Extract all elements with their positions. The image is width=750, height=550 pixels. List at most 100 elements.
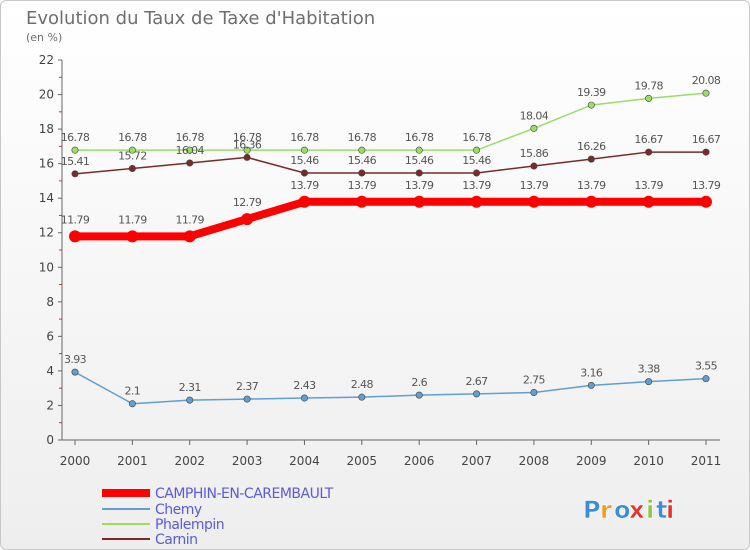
data-point-camphin-en-carembault (355, 195, 368, 208)
x-tick-label: 2003 (232, 454, 263, 468)
data-point-chemy (587, 381, 595, 389)
legend-label: Chemy (155, 502, 202, 518)
data-point-chemy (71, 368, 79, 376)
data-point-chemy (702, 375, 710, 383)
data-label-phalempin: 20.08 (692, 74, 721, 87)
data-point-camphin-en-carembault (527, 195, 540, 208)
data-label-camphin-en-carembault: 11.79 (118, 213, 147, 226)
data-point-phalempin (530, 124, 538, 132)
data-label-chemy: 2.37 (236, 380, 259, 393)
data-point-camphin-en-carembault (470, 195, 483, 208)
data-point-phalempin (645, 94, 653, 102)
data-label-carnin: 15.46 (405, 154, 434, 167)
logo-letter: i (646, 496, 654, 524)
data-label-carnin: 15.46 (462, 154, 491, 167)
x-tick-label: 2000 (60, 454, 91, 468)
x-tick-label: 2005 (347, 454, 378, 468)
data-point-carnin (530, 162, 538, 170)
data-label-camphin-en-carembault: 11.79 (175, 213, 204, 226)
x-tick-label: 2001 (117, 454, 148, 468)
data-point-phalempin (358, 146, 366, 154)
x-tick-label: 2006 (404, 454, 435, 468)
data-point-chemy (128, 400, 136, 408)
data-label-chemy: 2.43 (293, 379, 316, 392)
data-label-camphin-en-carembault: 13.79 (290, 179, 319, 192)
data-point-camphin-en-carembault (183, 230, 196, 243)
data-point-camphin-en-carembault (69, 230, 81, 243)
data-point-carnin (473, 169, 481, 177)
data-label-carnin: 16.67 (634, 133, 663, 146)
data-point-chemy (243, 395, 251, 403)
data-label-carnin: 15.46 (290, 154, 319, 167)
y-tick-label: 10 (39, 260, 54, 274)
chart-subtitle: (en %) (26, 31, 62, 44)
x-ticks: 2000 2001 2002 2003 2004 2005 2006 2007 2008 2009… (60, 440, 721, 468)
data-label-phalempin: 16.78 (175, 131, 204, 144)
data-label-phalempin: 16.78 (405, 131, 434, 144)
data-point-chemy (473, 390, 481, 398)
data-point-carnin (415, 169, 423, 177)
data-label-chemy: 3.55 (695, 360, 718, 373)
legend-label: Carnin (155, 532, 198, 548)
data-label-chemy: 3.16 (580, 366, 603, 379)
data-label-carnin: 16.36 (233, 138, 262, 151)
data-point-carnin (645, 148, 653, 156)
data-point-phalempin (702, 89, 710, 97)
data-point-carnin (186, 159, 194, 167)
data-label-chemy: 2.67 (465, 375, 488, 388)
data-point-chemy (186, 396, 194, 404)
data-point-carnin (587, 155, 595, 163)
data-point-phalempin (473, 146, 481, 154)
data-point-chemy (358, 393, 366, 401)
data-label-phalempin: 16.78 (290, 131, 319, 144)
x-tick-label: 2007 (461, 454, 492, 468)
logo-letter: r (600, 496, 612, 524)
y-tick-label: 16 (39, 157, 54, 171)
data-label-camphin-en-carembault: 12.79 (233, 196, 262, 209)
chart-title: Evolution du Taux de Taxe d'Habitation (26, 8, 375, 29)
y-tick-label: 6 (46, 329, 54, 343)
data-label-phalempin: 16.78 (348, 131, 377, 144)
x-tick-label: 2002 (174, 454, 205, 468)
y-tick-label: 2 (46, 398, 54, 412)
data-label-chemy: 2.31 (179, 381, 201, 394)
data-point-carnin (71, 170, 79, 178)
data-label-carnin: 15.72 (118, 149, 147, 162)
logo-letter: i (666, 496, 674, 524)
data-point-camphin-en-carembault (585, 195, 598, 208)
data-point-phalempin (243, 146, 251, 154)
data-label-carnin: 15.41 (61, 155, 90, 168)
y-tick-label: 14 (39, 191, 54, 205)
data-point-camphin-en-carembault (642, 195, 655, 208)
data-label-camphin-en-carembault: 13.79 (520, 179, 549, 192)
data-point-carnin (358, 169, 366, 177)
data-label-chemy: 2.75 (523, 374, 546, 387)
data-label-chemy: 3.93 (64, 353, 87, 366)
data-label-phalempin: 19.78 (634, 79, 663, 92)
y-tick-label: 4 (46, 364, 54, 378)
series-line-carnin (74, 151, 707, 175)
logo-letter: x (629, 496, 645, 524)
data-point-carnin (128, 164, 136, 172)
data-point-carnin (702, 148, 710, 156)
data-point-phalempin (71, 146, 79, 154)
x-tick-label: 2009 (576, 454, 607, 468)
data-label-phalempin: 16.78 (462, 131, 491, 144)
series-line-camphin-en-carembault (71, 197, 710, 241)
data-point-phalempin (186, 146, 194, 154)
data-point-chemy (300, 394, 308, 402)
data-point-phalempin (300, 146, 308, 154)
legend-label: CAMPHIN-EN-CAREMBAULT (155, 486, 334, 502)
data-label-phalempin: 16.78 (233, 131, 262, 144)
y-ticks: 0 2 4 6 8 10 12 14 16 18 20 22 (39, 53, 62, 447)
data-label-phalempin: 19.39 (577, 86, 606, 99)
data-label-phalempin: 18.04 (520, 109, 549, 122)
data-point-chemy (415, 391, 423, 399)
data-point-camphin-en-carembault (298, 195, 311, 208)
y-tick-label: 8 (46, 295, 54, 309)
data-point-phalempin (587, 101, 595, 109)
data-label-carnin: 16.67 (692, 133, 721, 146)
